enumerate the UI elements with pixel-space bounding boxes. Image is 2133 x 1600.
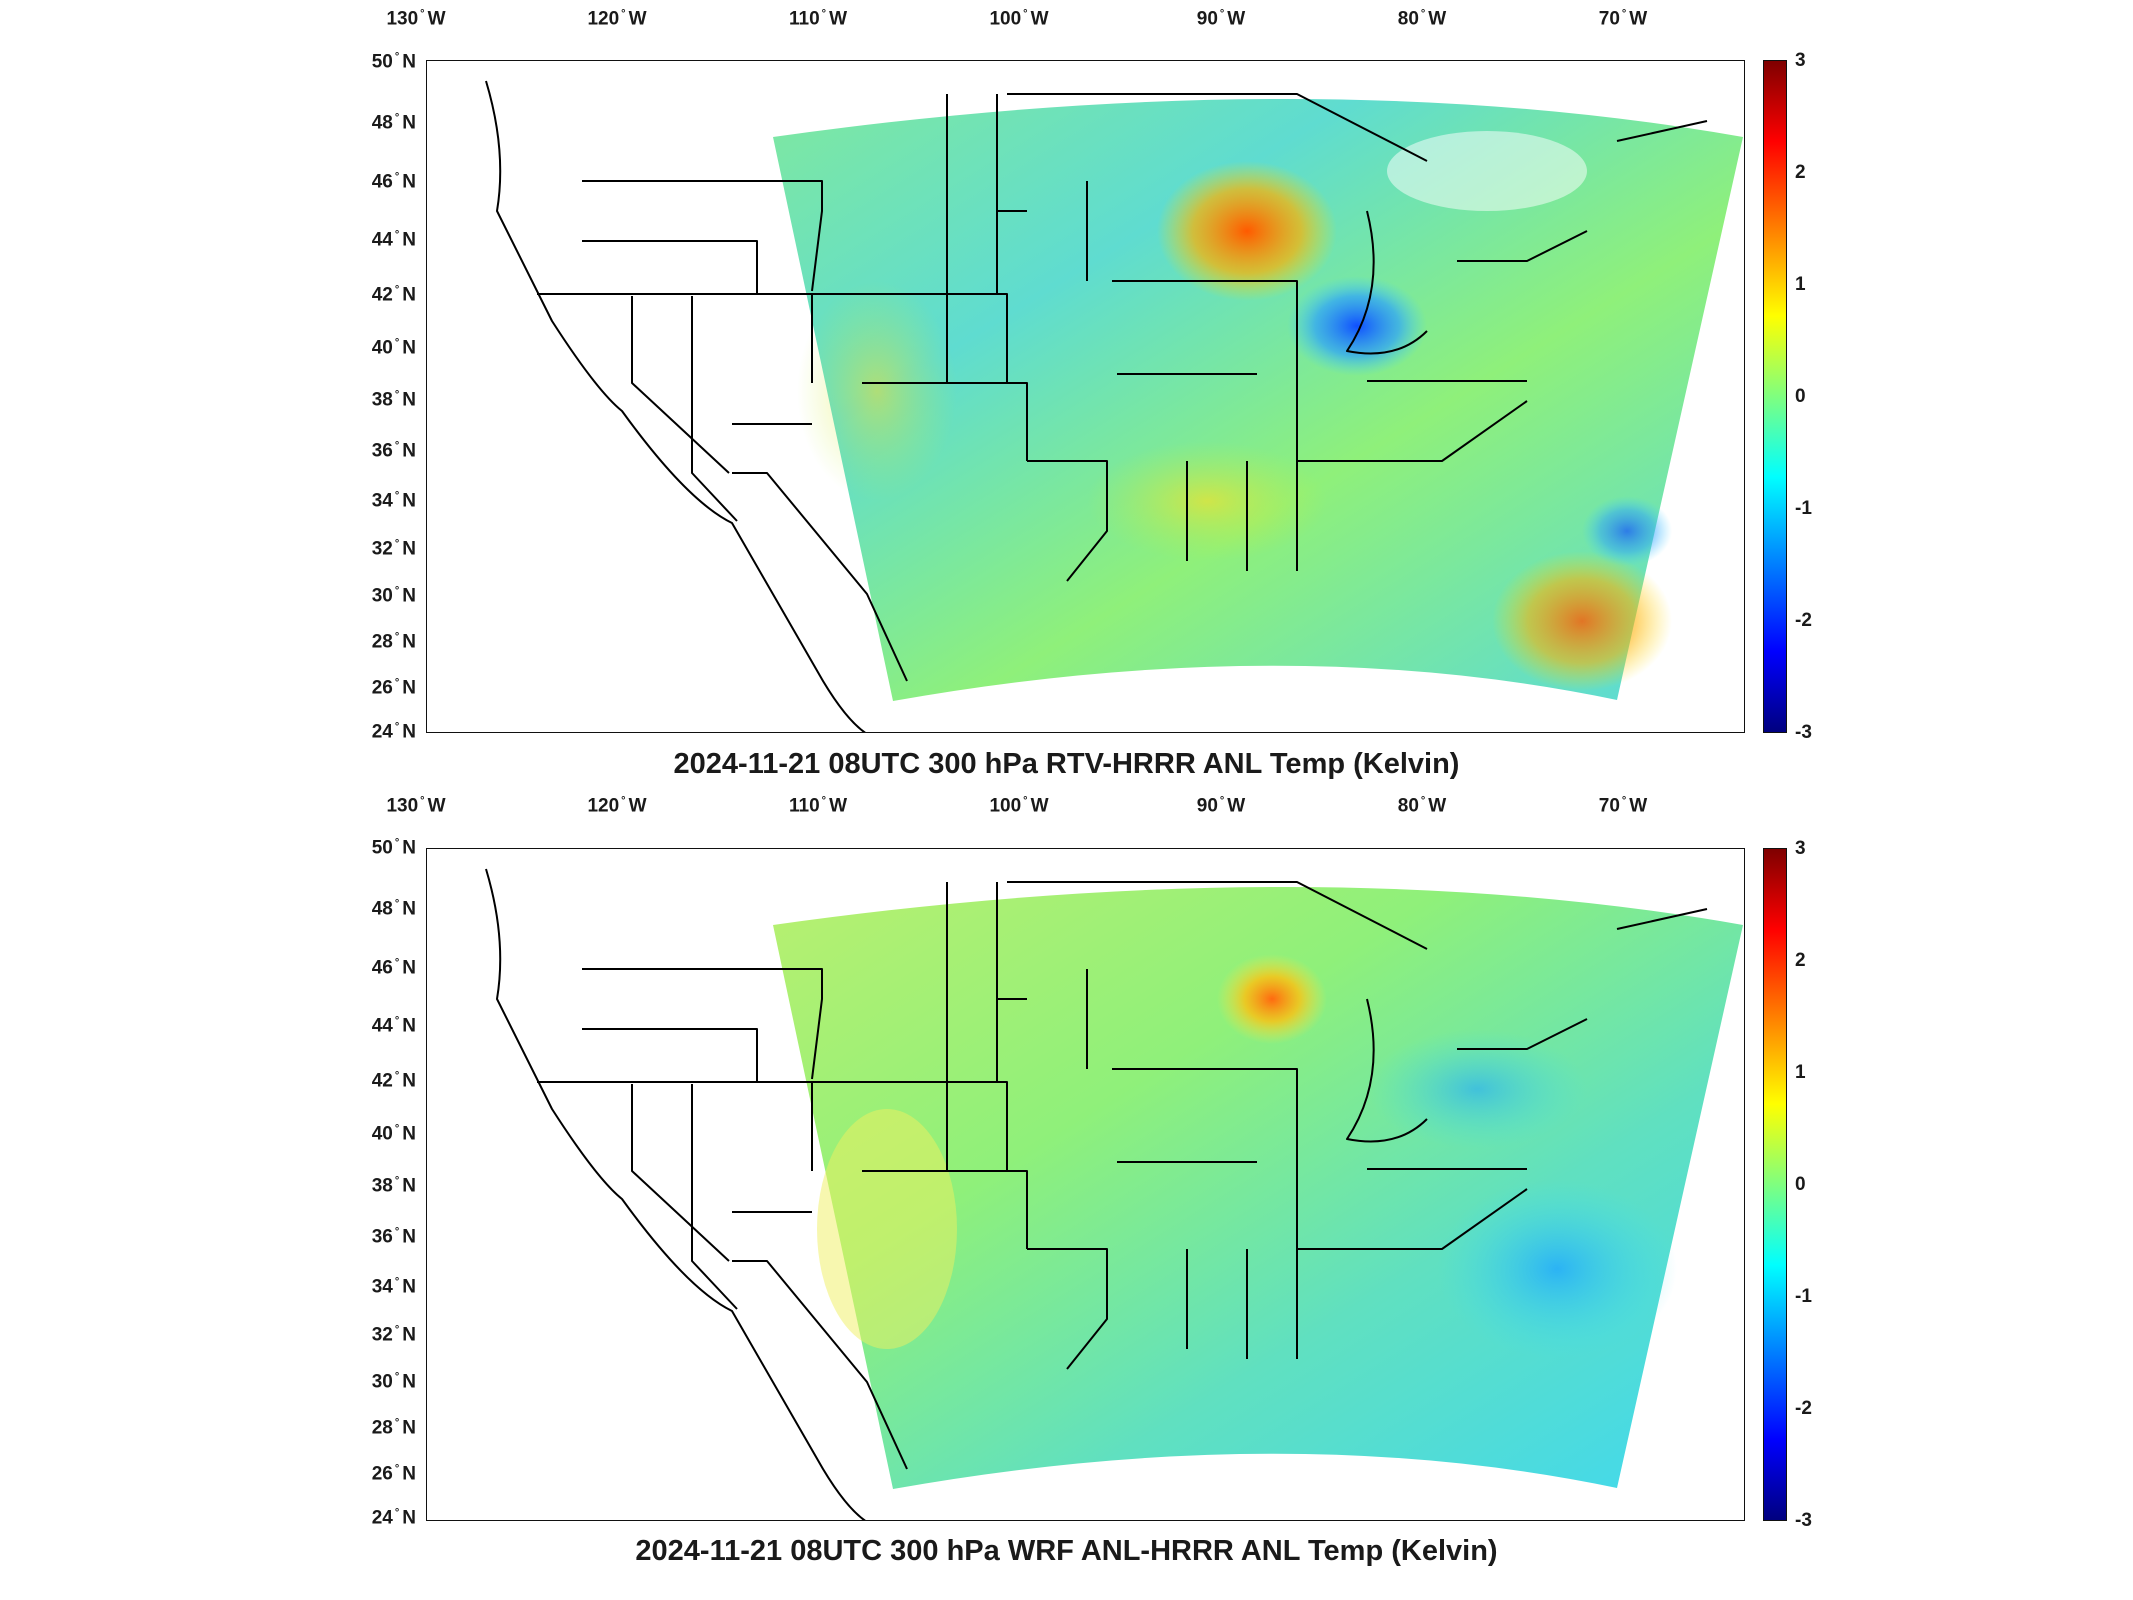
warm-anomaly <box>1492 551 1672 691</box>
lat-label: 26 ° N <box>371 677 416 699</box>
lat-label: 38 ° N <box>371 389 416 411</box>
lon-label: 120 ° W <box>587 8 647 30</box>
cool-anomaly <box>1437 1179 1677 1359</box>
colorbar-tick: -3 <box>1795 722 1812 743</box>
lat-label: 46 ° N <box>371 171 416 193</box>
lat-label: 36 ° N <box>371 1226 416 1248</box>
state-borders <box>485 868 1708 1520</box>
lat-label: 48 ° N <box>371 898 416 920</box>
colorbar-tick: 2 <box>1795 950 1806 971</box>
lon-label: 70 ° W <box>1598 8 1648 30</box>
lon-label: 100 ° W <box>989 8 1049 30</box>
colorbar-tick: -2 <box>1795 1398 1812 1419</box>
lat-label: 26 ° N <box>371 1463 416 1485</box>
colorbar-tick: 0 <box>1795 386 1806 407</box>
lat-label: 32 ° N <box>371 538 416 560</box>
lon-label: 90 ° W <box>1196 795 1246 817</box>
lon-label: 110 ° W <box>789 795 847 817</box>
lat-label: 50 ° N <box>371 51 416 73</box>
lon-label: 100 ° W <box>989 795 1049 817</box>
cold-anomaly <box>1582 496 1672 566</box>
warm-anomaly <box>1087 441 1327 561</box>
warm-anomaly <box>1157 161 1337 301</box>
lon-label: 70 ° W <box>1598 795 1648 817</box>
lat-label: 30 ° N <box>371 585 416 607</box>
us-map <box>485 80 1743 732</box>
lat-label: 42 ° N <box>371 284 416 306</box>
lat-label: 28 ° N <box>371 631 416 653</box>
lat-label: 34 ° N <box>371 490 416 512</box>
lat-label: 24 ° N <box>371 1507 416 1529</box>
lat-label: 46 ° N <box>371 957 416 979</box>
warm-anomaly <box>1217 954 1327 1044</box>
map-panel-wrf: 130 ° W 120 ° W 110 ° W 100 ° W 90 ° W 80 ° W 70 ° W 5… <box>0 790 2133 1600</box>
warm-anomaly <box>797 281 957 501</box>
lon-label: 130 ° W <box>386 795 446 817</box>
lon-label: 130 ° W <box>386 8 446 30</box>
missing-data <box>1387 131 1587 211</box>
lat-label: 44 ° N <box>371 229 416 251</box>
colorbar <box>1763 60 1787 733</box>
colorbar-tick: -3 <box>1795 1510 1812 1531</box>
colorbar-tick: -2 <box>1795 610 1812 631</box>
lon-label: 80 ° W <box>1397 8 1447 30</box>
lat-label: 34 ° N <box>371 1276 416 1298</box>
lat-label: 36 ° N <box>371 440 416 462</box>
lon-label: 90 ° W <box>1196 8 1246 30</box>
map-area <box>426 848 1745 1521</box>
colorbar-tick: -1 <box>1795 1286 1812 1307</box>
lat-label: 50 ° N <box>371 837 416 859</box>
colorbar-tick: 3 <box>1795 50 1806 71</box>
colorbar-tick: 1 <box>1795 274 1806 295</box>
model-domain <box>773 99 1743 701</box>
lon-label: 120 ° W <box>587 795 647 817</box>
map-area <box>426 60 1745 733</box>
colorbar-tick: 2 <box>1795 162 1806 183</box>
lat-label: 30 ° N <box>371 1371 416 1393</box>
lat-label: 44 ° N <box>371 1015 416 1037</box>
map-title: 2024-11-21 08UTC 300 hPa RTV-HRRR ANL Te… <box>673 748 1460 780</box>
colorbar-tick: 3 <box>1795 838 1806 859</box>
lat-label: 24 ° N <box>371 721 416 743</box>
lat-label: 32 ° N <box>371 1324 416 1346</box>
warm-anomaly <box>817 1109 957 1349</box>
map-title: 2024-11-21 08UTC 300 hPa WRF ANL-HRRR AN… <box>635 1535 1498 1567</box>
lat-label: 40 ° N <box>371 1123 416 1145</box>
us-map <box>485 868 1743 1520</box>
lat-label: 28 ° N <box>371 1417 416 1439</box>
colorbar <box>1763 848 1787 1521</box>
lat-label: 42 ° N <box>371 1070 416 1092</box>
map-panel-rtv: 130 ° W 120 ° W 110 ° W 100 ° W 90 ° W 80 ° W 70 ° W 5… <box>0 0 2133 790</box>
lat-label: 48 ° N <box>371 112 416 134</box>
state-borders <box>485 80 1708 732</box>
cold-anomaly <box>1287 276 1427 376</box>
lat-label: 38 ° N <box>371 1175 416 1197</box>
lon-label: 80 ° W <box>1397 795 1447 817</box>
colorbar-tick: -1 <box>1795 498 1812 519</box>
colorbar-tick: 1 <box>1795 1062 1806 1083</box>
colorbar-gradient <box>1764 849 1786 1520</box>
cool-anomaly <box>1367 1029 1587 1149</box>
colorbar-gradient <box>1764 61 1786 732</box>
colorbar-tick: 0 <box>1795 1174 1806 1195</box>
lat-label: 40 ° N <box>371 337 416 359</box>
lon-label: 110 ° W <box>789 8 847 30</box>
